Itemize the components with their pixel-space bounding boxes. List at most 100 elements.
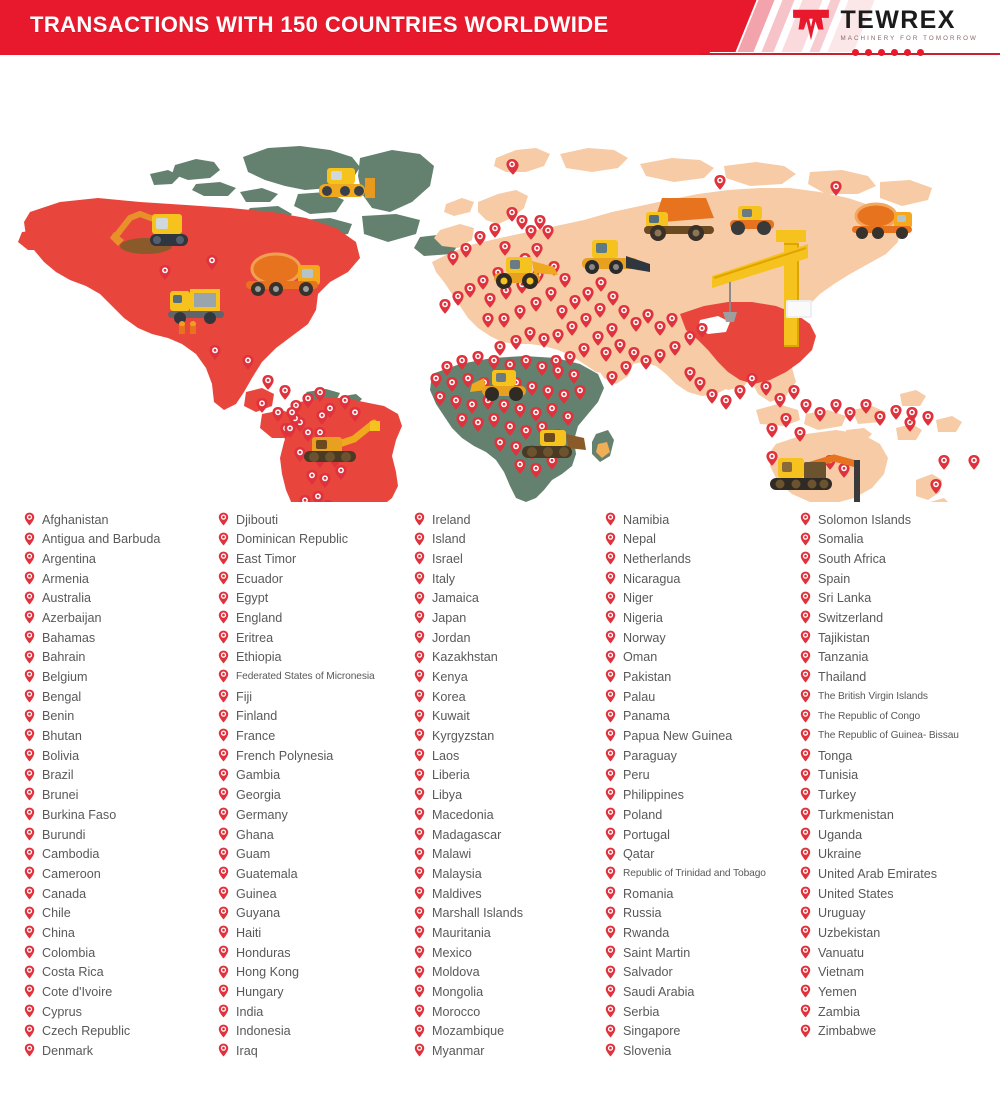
country-item[interactable]: Cyprus bbox=[24, 1002, 160, 1022]
country-item[interactable]: Azerbaijan bbox=[24, 608, 160, 628]
country-item[interactable]: The Republic of Congo bbox=[800, 707, 959, 727]
country-item[interactable]: Gambia bbox=[218, 766, 375, 786]
country-item[interactable]: Salvador bbox=[605, 963, 766, 983]
country-item[interactable]: Antigua and Barbuda bbox=[24, 530, 160, 550]
country-item[interactable]: Oman bbox=[605, 648, 766, 668]
country-item[interactable]: Laos bbox=[414, 746, 523, 766]
country-item[interactable]: Papua New Guinea bbox=[605, 727, 766, 747]
country-item[interactable]: Bolivia bbox=[24, 746, 160, 766]
country-item[interactable]: Brunei bbox=[24, 786, 160, 806]
country-item[interactable]: Myanmar bbox=[414, 1042, 523, 1062]
country-item[interactable]: Rwanda bbox=[605, 923, 766, 943]
country-item[interactable]: Georgia bbox=[218, 786, 375, 806]
country-item[interactable]: Burkina Faso bbox=[24, 805, 160, 825]
country-item[interactable]: Singapore bbox=[605, 1022, 766, 1042]
country-item[interactable]: Ghana bbox=[218, 825, 375, 845]
country-item[interactable]: Island bbox=[414, 530, 523, 550]
country-item[interactable]: Saint Martin bbox=[605, 943, 766, 963]
country-item[interactable]: Madagascar bbox=[414, 825, 523, 845]
country-item[interactable]: Turkey bbox=[800, 786, 959, 806]
country-item[interactable]: Maldives bbox=[414, 884, 523, 904]
country-item[interactable]: Brazil bbox=[24, 766, 160, 786]
world-map[interactable] bbox=[0, 62, 1000, 502]
country-item[interactable]: Canada bbox=[24, 884, 160, 904]
country-item[interactable]: Cote d'Ivoire bbox=[24, 983, 160, 1003]
country-item[interactable]: Dominican Republic bbox=[218, 530, 375, 550]
country-item[interactable]: Nepal bbox=[605, 530, 766, 550]
country-item[interactable]: Moldova bbox=[414, 963, 523, 983]
country-item[interactable]: Australia bbox=[24, 589, 160, 609]
country-item[interactable]: Ethiopia bbox=[218, 648, 375, 668]
country-item[interactable]: Korea bbox=[414, 687, 523, 707]
country-item[interactable]: Mongolia bbox=[414, 983, 523, 1003]
country-item[interactable]: Honduras bbox=[218, 943, 375, 963]
country-item[interactable]: Guatemala bbox=[218, 864, 375, 884]
country-item[interactable]: Cameroon bbox=[24, 864, 160, 884]
country-item[interactable]: Portugal bbox=[605, 825, 766, 845]
country-item[interactable]: Uganda bbox=[800, 825, 959, 845]
country-item[interactable]: Germany bbox=[218, 805, 375, 825]
country-item[interactable]: Norway bbox=[605, 628, 766, 648]
country-item[interactable]: China bbox=[24, 923, 160, 943]
country-item[interactable]: Afghanistan bbox=[24, 510, 160, 530]
country-item[interactable]: Namibia bbox=[605, 510, 766, 530]
country-item[interactable]: Bengal bbox=[24, 687, 160, 707]
country-item[interactable]: Russia bbox=[605, 904, 766, 924]
country-item[interactable]: Cambodia bbox=[24, 845, 160, 865]
country-item[interactable]: Malawi bbox=[414, 845, 523, 865]
country-item[interactable]: Somalia bbox=[800, 530, 959, 550]
country-item[interactable]: Romania bbox=[605, 884, 766, 904]
country-item[interactable]: Vanuatu bbox=[800, 943, 959, 963]
country-item[interactable]: Niger bbox=[605, 589, 766, 609]
country-item[interactable]: Poland bbox=[605, 805, 766, 825]
country-item[interactable]: Armenia bbox=[24, 569, 160, 589]
country-item[interactable]: Finland bbox=[218, 707, 375, 727]
country-item[interactable]: Turkmenistan bbox=[800, 805, 959, 825]
country-item[interactable]: Netherlands bbox=[605, 549, 766, 569]
country-item[interactable]: Solomon Islands bbox=[800, 510, 959, 530]
country-item[interactable]: Ireland bbox=[414, 510, 523, 530]
country-item[interactable]: Kazakhstan bbox=[414, 648, 523, 668]
country-item[interactable]: The Republic of Guinea- Bissau bbox=[800, 727, 959, 747]
country-item[interactable]: Italy bbox=[414, 569, 523, 589]
country-item[interactable]: Kenya bbox=[414, 668, 523, 688]
country-item[interactable]: Panama bbox=[605, 707, 766, 727]
country-item[interactable]: Chile bbox=[24, 904, 160, 924]
country-item[interactable]: Ukraine bbox=[800, 845, 959, 865]
country-item[interactable]: Argentina bbox=[24, 549, 160, 569]
country-item[interactable]: Morocco bbox=[414, 1002, 523, 1022]
country-item[interactable]: Republic of Trinidad and Tobago bbox=[605, 864, 766, 884]
country-item[interactable]: Guam bbox=[218, 845, 375, 865]
country-item[interactable]: Tonga bbox=[800, 746, 959, 766]
country-item[interactable]: Macedonia bbox=[414, 805, 523, 825]
country-item[interactable]: Mexico bbox=[414, 943, 523, 963]
country-item[interactable]: Malaysia bbox=[414, 864, 523, 884]
country-item[interactable]: Guinea bbox=[218, 884, 375, 904]
country-item[interactable]: Libya bbox=[414, 786, 523, 806]
country-item[interactable]: The British Virgin Islands bbox=[800, 687, 959, 707]
country-item[interactable]: Zimbabwe bbox=[800, 1022, 959, 1042]
country-item[interactable]: Guyana bbox=[218, 904, 375, 924]
country-item[interactable]: Vietnam bbox=[800, 963, 959, 983]
country-item[interactable]: France bbox=[218, 727, 375, 747]
country-item[interactable]: Uzbekistan bbox=[800, 923, 959, 943]
country-item[interactable]: Djibouti bbox=[218, 510, 375, 530]
country-item[interactable]: Zambia bbox=[800, 1002, 959, 1022]
country-item[interactable]: Egypt bbox=[218, 589, 375, 609]
country-item[interactable]: Eritrea bbox=[218, 628, 375, 648]
country-item[interactable]: Indonesia bbox=[218, 1022, 375, 1042]
country-item[interactable]: United States bbox=[800, 884, 959, 904]
country-item[interactable]: Federated States of Micronesia bbox=[218, 668, 375, 688]
country-item[interactable]: Bhutan bbox=[24, 727, 160, 747]
country-item[interactable]: Nigeria bbox=[605, 608, 766, 628]
country-item[interactable]: Paraguay bbox=[605, 746, 766, 766]
country-item[interactable]: Tanzania bbox=[800, 648, 959, 668]
country-item[interactable]: Spain bbox=[800, 569, 959, 589]
country-item[interactable]: Uruguay bbox=[800, 904, 959, 924]
country-item[interactable]: India bbox=[218, 1002, 375, 1022]
country-item[interactable]: Denmark bbox=[24, 1042, 160, 1062]
country-item[interactable]: Benin bbox=[24, 707, 160, 727]
country-item[interactable]: Israel bbox=[414, 549, 523, 569]
country-item[interactable]: Bahrain bbox=[24, 648, 160, 668]
country-item[interactable]: Japan bbox=[414, 608, 523, 628]
